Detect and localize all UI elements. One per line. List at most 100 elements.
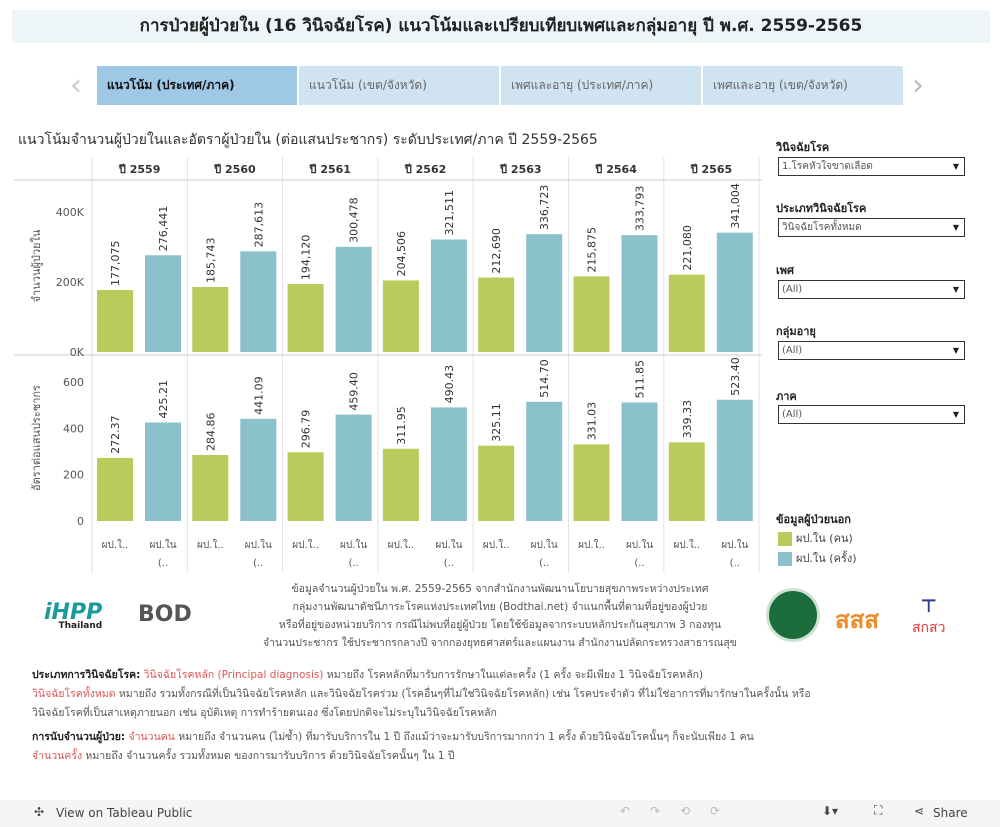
- next-tab-arrow-icon[interactable]: ›: [912, 68, 924, 103]
- bar: [97, 290, 133, 352]
- bar-data-label: 511.85: [634, 360, 647, 399]
- def-heading: การนับจำนวนผู้ป่วย:: [32, 731, 126, 743]
- sss-logo: สสส: [835, 606, 879, 634]
- view-on-tableau-link[interactable]: View on Tableau Public: [56, 806, 193, 820]
- fullscreen-icon[interactable]: ⛶: [874, 803, 883, 817]
- dropdown-arrow-icon: ▼: [952, 223, 959, 232]
- bar-data-label: 300,478: [348, 197, 361, 243]
- revert-icon[interactable]: ⟲: [680, 804, 691, 818]
- filter-label-sex: เพศ: [776, 264, 794, 277]
- year-header: ปี 2564: [594, 163, 637, 176]
- data-source-note: ข้อมูลจำนวนผู้ป่วยใน พ.ศ. 2559-2565 จากส…: [240, 580, 760, 652]
- bar-data-label: 212,690: [490, 228, 503, 274]
- filter-age-select[interactable]: (All) ▼: [778, 341, 965, 360]
- bar: [668, 274, 705, 352]
- bar-data-label: 321,511: [443, 190, 456, 236]
- legend-label: ผป.ใน (ครั้ง): [796, 552, 857, 565]
- ihpp-logo: iHPP Thailand: [44, 600, 103, 631]
- bar-data-label: 221,080: [681, 225, 694, 271]
- y-axis-label: จำนวนผู้ป่วยใน: [30, 229, 43, 302]
- share-button[interactable]: Share: [933, 806, 968, 820]
- bar-data-label: 287,613: [252, 202, 265, 248]
- tab-trend-country[interactable]: แนวโน้ม (ประเทศ/ภาค): [97, 66, 297, 105]
- note-line: หรือที่อยู่ของหน่วยบริการ กรณีไม่พบที่อย…: [278, 619, 722, 631]
- legend-title: ข้อมูลผู้ป่วยนอก: [776, 513, 851, 526]
- bar-data-label: 296.79: [300, 410, 313, 449]
- bar: [335, 246, 372, 352]
- y-tick-label: 0K: [70, 346, 85, 359]
- x-tick-label: ผป.ใ..: [578, 539, 605, 551]
- bar: [382, 448, 419, 521]
- bar-data-label: 333,793: [634, 186, 647, 232]
- sksw-logo: ⊤ สกสว: [912, 596, 946, 636]
- x-tick-label: ผป.ใ..: [483, 539, 510, 551]
- filter-sex-select[interactable]: (All) ▼: [778, 280, 965, 299]
- def-text: หมายถึง จำนวนครั้ง รวมทั้งหมด ของการมารั…: [82, 750, 455, 762]
- redo-icon[interactable]: ↷: [650, 804, 661, 818]
- bar: [526, 234, 563, 352]
- dropdown-arrow-icon: ▼: [952, 285, 959, 294]
- year-header: ปี 2561: [308, 163, 351, 176]
- bar-data-label: 514.70: [538, 359, 551, 398]
- x-tick-label: (..: [444, 558, 454, 569]
- x-tick-label: ผป.ใ..: [388, 539, 415, 551]
- tableau-toolbar: ✣ View on Tableau Public ↶ ↷ ⟲ ⟳ ⬇▾ ⛶ ⋖ …: [0, 800, 1000, 827]
- bar-data-label: 490.43: [443, 365, 456, 404]
- def-line: การนับจำนวนผู้ป่วย: จำนวนคน หมายถึง จำนว…: [32, 728, 832, 747]
- filter-diagnosis-select[interactable]: 1.โรคหัวใจขาดเลือด ▼: [778, 157, 965, 176]
- bar-data-label: 331.03: [586, 402, 599, 441]
- y-tick-label: 200K: [56, 276, 85, 289]
- bar-data-label: 325.11: [490, 403, 503, 442]
- bar: [478, 445, 515, 521]
- filter-region-select[interactable]: (All) ▼: [778, 405, 965, 424]
- x-tick-label: (..: [634, 558, 644, 569]
- note-line: จำนวนประชากร ใช้ประชากรกลางปี จากกองยุทธ…: [263, 637, 737, 649]
- bar-data-label: 276,441: [157, 206, 170, 252]
- x-tick-label: ผป.ใน: [721, 539, 748, 551]
- legend-label: ผป.ใน (คน): [796, 532, 853, 545]
- tab-trend-province[interactable]: แนวโน้ม (เขต/จังหวัด): [299, 66, 499, 105]
- x-tick-label: ผป.ใน: [340, 539, 367, 551]
- undo-icon[interactable]: ↶: [620, 804, 631, 818]
- def-text: หมายถึง จำนวนคน (ไม่ซ้ำ) ที่มารับบริการใ…: [174, 731, 754, 743]
- note-line: กลุ่มงานพัฒนาดัชนีภาระโรคแห่งประเทศไทย (…: [292, 601, 708, 613]
- dropdown-arrow-icon: ▼: [952, 410, 959, 419]
- bar-data-label: 215,875: [586, 227, 599, 273]
- x-tick-label: (..: [348, 558, 358, 569]
- bar: [668, 442, 705, 521]
- filter-diagnosis-type-select[interactable]: วินิจฉัยโรคทั้งหมด ▼: [778, 218, 965, 237]
- legend-item-visits[interactable]: ผป.ใน (ครั้ง): [778, 549, 857, 567]
- x-tick-label: ผป.ใน: [435, 539, 462, 551]
- bar-data-label: 194,120: [300, 235, 313, 280]
- def-term: วินิจฉัยโรคหลัก (Principal diagnosis): [143, 669, 324, 681]
- filter-value: (All): [782, 284, 803, 295]
- bar: [430, 239, 467, 352]
- tab-sex-age-province[interactable]: เพศและอายุ (เขต/จังหวัด): [703, 66, 903, 105]
- legend-swatch: [778, 552, 792, 566]
- def-text: วินิจฉัยโรคที่เป็นสาเหตุภายนอก เช่น อุบั…: [32, 707, 497, 719]
- y-tick-label: 200: [63, 469, 84, 482]
- bar: [382, 280, 419, 352]
- filter-label-age: กลุ่มอายุ: [776, 325, 816, 338]
- bar: [240, 251, 277, 352]
- filter-label-region: ภาค: [776, 390, 797, 403]
- tab-sex-age-country[interactable]: เพศและอายุ (ประเทศ/ภาค): [501, 66, 701, 105]
- bar-data-label: 336,723: [538, 185, 551, 231]
- bar-data-label: 425.21: [157, 380, 170, 419]
- bar-data-label: 284.86: [204, 413, 217, 452]
- refresh-icon[interactable]: ⟳: [710, 804, 721, 818]
- share-icon[interactable]: ⋖: [914, 804, 925, 818]
- legend-item-persons[interactable]: ผป.ใน (คน): [778, 529, 853, 547]
- def-text: หมายถึง โรคหลักที่มารับการรักษาในแต่ละคร…: [323, 669, 704, 681]
- bar: [621, 235, 658, 352]
- bar-data-label: 441.09: [252, 376, 265, 415]
- download-icon[interactable]: ⬇▾: [822, 804, 839, 818]
- filter-label-diagnosis-type: ประเภทวินิจฉัยโรค: [776, 202, 867, 215]
- prev-tab-arrow-icon[interactable]: ‹: [70, 68, 82, 103]
- bar-data-label: 459.40: [348, 372, 361, 411]
- def-text: หมายถึง รวมทั้งกรณีที่เป็นวินิจฉัยโรคหลั…: [115, 688, 811, 700]
- bar-data-label: 341,004: [729, 183, 742, 229]
- def-term: วินิจฉัยโรคทั้งหมด: [32, 688, 116, 700]
- def-term: จำนวนคน: [128, 731, 175, 743]
- x-tick-label: ผป.ใน: [245, 539, 272, 551]
